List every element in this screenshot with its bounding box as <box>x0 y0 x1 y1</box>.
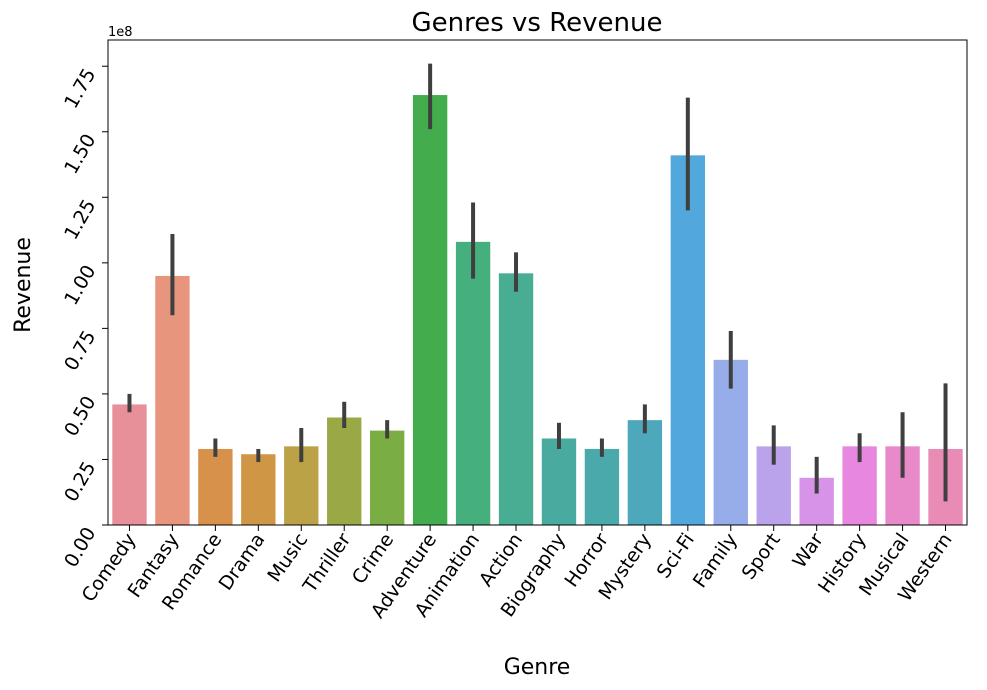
y-axis-offset-label: 1e8 <box>108 25 133 40</box>
x-tick-label: Family <box>689 529 742 592</box>
bar-sci-fi <box>670 155 706 525</box>
y-tick-label: 1.25 <box>60 196 100 244</box>
x-tick-label: War <box>789 529 828 572</box>
bars-layer <box>112 95 963 526</box>
y-tick-label: 1.00 <box>60 261 100 309</box>
y-axis-ticks: 0.00 0.25 0.50 0.75 1.00 1.25 1.50 1.75 <box>60 65 108 571</box>
bar-romance <box>198 448 233 525</box>
x-tick-label: Sport <box>738 529 785 583</box>
error-bars-layer <box>127 63 948 502</box>
bar-drama <box>241 454 276 525</box>
bar-mystery <box>627 420 663 525</box>
plot-area-frame <box>107 39 968 526</box>
bar-crime <box>369 430 405 525</box>
bar-fantasy <box>155 275 190 525</box>
y-tick-label: 0.25 <box>60 458 100 506</box>
bar-animation <box>455 241 491 525</box>
chart-title: Genres vs Revenue <box>412 8 663 38</box>
x-axis-ticks: ComedyFantasyRomanceDramaMusicThrillerCr… <box>78 525 957 622</box>
bar-adventure <box>412 95 448 526</box>
bar-horror <box>584 448 620 525</box>
bar-comedy <box>112 404 147 525</box>
x-axis-title: Genre <box>504 655 571 680</box>
bar-biography <box>541 438 577 525</box>
bar-action <box>498 273 534 525</box>
y-axis-title: Revenue <box>11 237 36 333</box>
y-tick-label: 1.50 <box>60 130 100 178</box>
y-tick-label: 1.75 <box>60 65 100 113</box>
y-tick-label: 0.00 <box>60 524 100 572</box>
x-tick-label: Drama <box>215 529 270 594</box>
y-tick-label: 0.50 <box>60 392 100 440</box>
bar-thriller <box>327 417 362 525</box>
y-tick-label: 0.75 <box>60 327 100 375</box>
